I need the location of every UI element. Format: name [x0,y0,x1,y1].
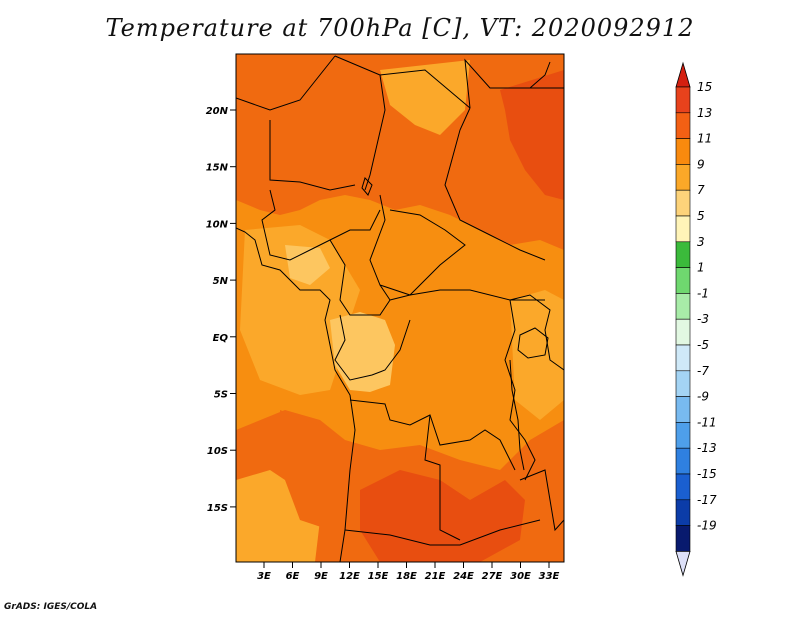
longitude-axis: 3E 6E 9E 12E 15E 18E 21E 24E 27E 30E 33E [257,562,560,582]
colorbar-label: -19 [697,519,717,533]
colorbar-label: 7 [697,183,705,197]
lat-tick-label: 10N [206,219,229,230]
colorbar-segment [675,396,691,423]
coastline-west-africa [236,227,356,562]
colorbar-segment [675,86,691,114]
credit-label: GrADS: IGES/COLA [4,602,98,612]
border-chad-sudan [444,107,546,261]
lon-tick-label: 27E [482,571,503,582]
colorbar-label: -7 [697,364,709,378]
colorbar-label: -15 [697,467,717,481]
colorbar-label: 15 [697,80,712,94]
lon-tick-label: 18E [396,571,417,582]
lake-chad [361,177,373,196]
lon-tick-label: 30E [510,571,531,582]
colorbar-label: -13 [697,441,717,455]
colorbar-segment [675,447,691,475]
colorbar-segment [675,525,691,552]
lon-tick-label: 6E [286,571,300,582]
border-mali-niger [269,120,356,191]
temp-field-cool-cameroon [285,245,330,285]
colorbar-label: 13 [697,106,712,120]
lat-tick-label: 5S [214,390,228,401]
border-malawi [519,469,564,532]
colorbar-segment [675,293,691,320]
temp-field-mild-east [510,290,564,420]
lon-tick-label: 12E [339,571,360,582]
colorbar-segment [675,215,691,243]
lat-tick-label: 10S [207,446,228,457]
colorbar-segment [675,422,691,449]
border-nigeria [261,189,381,261]
colorbar-label: 5 [697,209,705,223]
border-great-lakes [509,294,564,371]
border-libya-chad [379,69,471,109]
colorbar-segment [675,189,691,217]
border-drc-angola [349,399,516,471]
border-chad-car [369,194,466,296]
border-east-africa [504,299,536,481]
temp-field-warm-north [236,54,564,250]
lat-tick-label: EQ [213,333,229,344]
map-frame [235,53,565,563]
lon-tick-label: 3E [257,571,271,582]
border-car-drc [389,289,545,301]
colorbar-label: -1 [697,286,709,300]
border-angola-namibia [344,519,541,546]
latitude-axis: 20N 15N 10N 5N EQ 5S 10S 15S [206,106,236,514]
temp-field-hot-angola-zambia [360,470,525,562]
colorbar-bottom-arrow [675,551,691,577]
lon-tick-label: 9E [314,571,328,582]
colorbar-segment [675,241,691,268]
map-title: Temperature at 700hPa [C], VT: 202009291… [105,14,695,42]
colorbar-segment [675,499,691,526]
country-borders [236,55,564,562]
colorbar-label: -3 [697,312,709,326]
lon-tick-label: 21E [425,571,446,582]
lat-tick-label: 5N [213,276,229,287]
lon-tick-label: 33E [539,571,560,582]
colorbar-label: -5 [697,338,709,352]
colorbar-top-arrow [675,61,691,88]
colorbar-label: -11 [697,415,717,429]
temperature-field [236,54,564,562]
lake-tanganyika [509,359,525,471]
colorbar-label: 11 [697,132,712,146]
border-libya-sudan [464,58,564,109]
lon-tick-label: 24E [453,571,474,582]
lake-victoria [517,327,549,359]
lat-tick-label: 20N [206,106,229,117]
colorbar-label: -17 [697,493,717,507]
border-libya-niger [334,55,386,191]
colorbar-label: -9 [697,390,709,404]
temp-field-hot-sudan [500,70,564,200]
lat-tick-label: 15S [207,503,228,514]
red-sea-coast [529,61,551,89]
colorbar-label: 3 [697,235,705,249]
temp-field-mild-north [380,60,470,135]
border-angola-zambia [424,414,461,541]
temp-field-warm-atlantic [280,410,345,530]
border-gabon-congo [334,314,411,381]
colorbar-segment [675,344,691,372]
colorbar-label: 9 [697,157,705,171]
colorbar-segment [675,370,691,397]
border-algeria-niger [236,55,336,111]
colorbar-segment [675,473,691,501]
colorbar-segment [675,164,691,191]
lon-tick-label: 15E [368,571,389,582]
lat-tick-label: 15N [206,163,229,174]
colorbar-segment [675,138,691,165]
colorbar-segment [675,112,691,139]
colorbar-segment [675,267,691,294]
colorbar-label: 1 [697,261,705,275]
colorbar-segment [675,318,691,346]
colorbar: 15 13 11 9 7 5 3 1 -1 -3 -5 -7 -9 -11 -13 -15 -17 -19 [675,61,717,577]
